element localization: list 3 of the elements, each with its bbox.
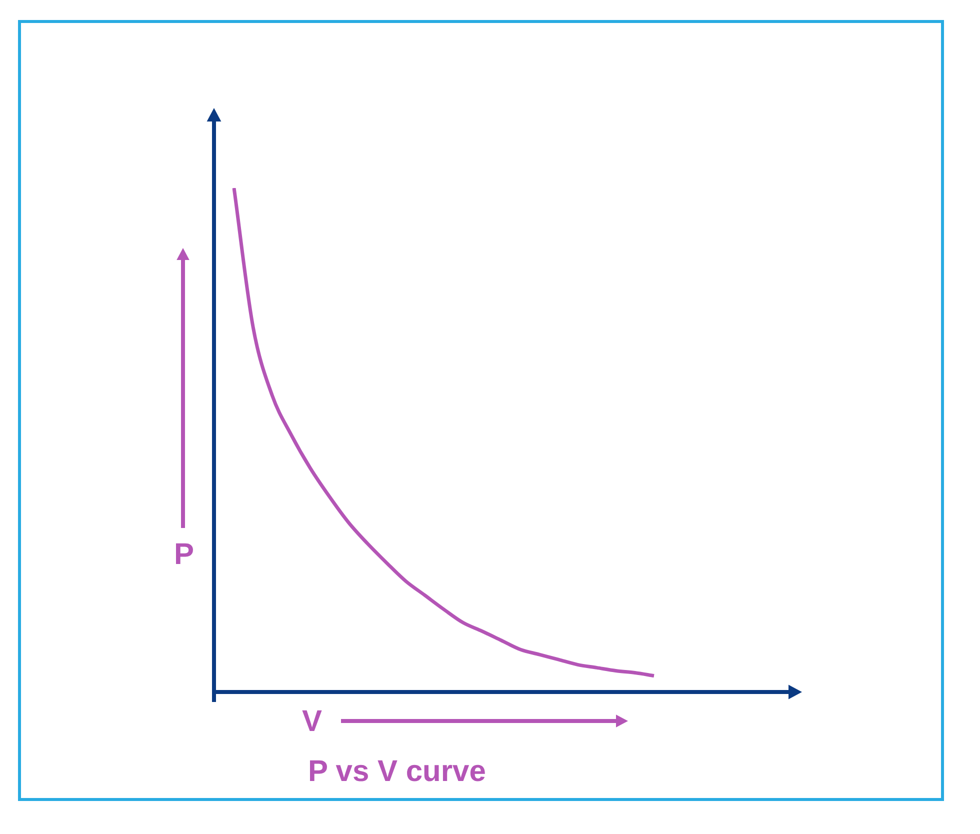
text: P vs V curve bbox=[308, 755, 486, 788]
x-axis-title: V bbox=[302, 705, 322, 738]
y-axis-title: P bbox=[174, 538, 194, 571]
